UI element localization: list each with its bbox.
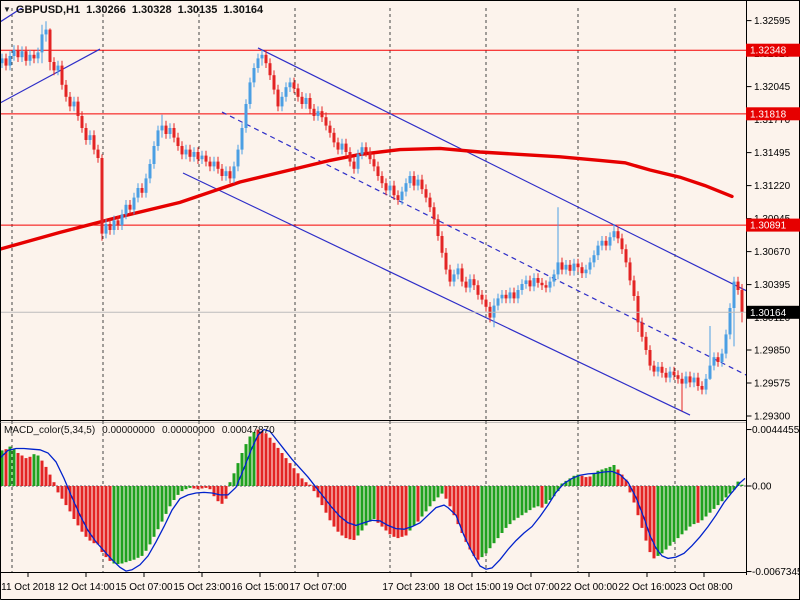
macd-axis[interactable]: 0.0044455 0.00 -0.0067345 bbox=[746, 425, 800, 578]
svg-text:1.32595: 1.32595 bbox=[754, 16, 791, 27]
ohlc-open: 1.30266 bbox=[86, 4, 126, 16]
resistance-price-badge bbox=[746, 107, 800, 121]
svg-text:1.30164: 1.30164 bbox=[750, 308, 787, 319]
svg-text:16 Oct 15:00: 16 Oct 15:00 bbox=[231, 582, 289, 593]
symbol-dropdown-icon: ▼ bbox=[3, 5, 11, 14]
macd-value-3: 0.00047870 bbox=[221, 425, 275, 436]
svg-text:1.30891: 1.30891 bbox=[750, 221, 787, 232]
svg-text:23 Oct 08:00: 23 Oct 08:00 bbox=[675, 582, 733, 593]
grid-layer bbox=[11, 8, 676, 572]
svg-text:1.29850: 1.29850 bbox=[754, 346, 791, 357]
svg-text:1.31770: 1.31770 bbox=[754, 115, 791, 126]
svg-text:1.31818: 1.31818 bbox=[750, 109, 787, 120]
moving-average-line bbox=[1, 146, 734, 251]
svg-text:17 Oct 23:00: 17 Oct 23:00 bbox=[382, 582, 440, 593]
resistance-price-badge bbox=[746, 43, 800, 57]
svg-text:1.30670: 1.30670 bbox=[754, 247, 791, 258]
svg-text:1.29300: 1.29300 bbox=[754, 412, 791, 423]
candles-layer bbox=[1, 21, 744, 412]
chart-symbol-label: GBPUSD,H1 bbox=[15, 4, 81, 16]
svg-text:11 Oct 2018: 11 Oct 2018 bbox=[1, 582, 55, 593]
svg-text:18 Oct 15:00: 18 Oct 15:00 bbox=[443, 582, 501, 593]
svg-text:22 Oct 00:00: 22 Oct 00:00 bbox=[560, 582, 618, 593]
macd-indicator-label: MACD_color(5,34,5) 0.00000000 0.00000000… bbox=[4, 425, 275, 436]
ohlc-low: 1.30135 bbox=[177, 4, 218, 16]
resistance-price-badge bbox=[746, 218, 800, 232]
price-axis[interactable]: 1.325951.323201.320451.317701.314951.312… bbox=[746, 16, 800, 423]
svg-text:1.32348: 1.32348 bbox=[750, 46, 787, 57]
svg-text:12 Oct 14:00: 12 Oct 14:00 bbox=[57, 582, 115, 593]
current-price-badge bbox=[746, 305, 800, 319]
svg-text:0.0044455: 0.0044455 bbox=[752, 425, 800, 436]
macd-value-1: 0.00000000 bbox=[102, 425, 155, 436]
svg-text:1.31495: 1.31495 bbox=[754, 148, 791, 159]
macd-signal-line bbox=[1, 428, 746, 572]
svg-text:15 Oct 07:00: 15 Oct 07:00 bbox=[115, 582, 173, 593]
ohlc-close: 1.30164 bbox=[223, 4, 264, 16]
svg-text:0.00: 0.00 bbox=[752, 482, 772, 493]
svg-text:19 Oct 07:00: 19 Oct 07:00 bbox=[502, 582, 560, 593]
resistance-lines bbox=[1, 49, 746, 226]
time-axis[interactable]: 11 Oct 2018 12 Oct 14:00 15 Oct 07:00 15 Oc… bbox=[1, 573, 733, 593]
trend-channel-lines bbox=[1, 8, 746, 416]
macd-value-2: 0.00000000 bbox=[162, 425, 215, 436]
ohlc-high: 1.30328 bbox=[131, 4, 172, 16]
svg-text:15 Oct 23:00: 15 Oct 23:00 bbox=[173, 582, 231, 593]
svg-text:17 Oct 07:00: 17 Oct 07:00 bbox=[289, 582, 347, 593]
svg-text:1.31220: 1.31220 bbox=[754, 181, 791, 192]
chart-ohlc-info: ▼ GBPUSD,H1 1.30266 1.30328 1.30135 1.30… bbox=[3, 4, 263, 16]
svg-text:1.29575: 1.29575 bbox=[754, 379, 791, 390]
macd-name: MACD_color(5,34,5) bbox=[4, 425, 96, 436]
svg-text:1.32045: 1.32045 bbox=[754, 82, 791, 93]
svg-text:-0.0067345: -0.0067345 bbox=[752, 567, 800, 578]
svg-text:1.30395: 1.30395 bbox=[754, 280, 791, 291]
svg-text:22 Oct 16:00: 22 Oct 16:00 bbox=[618, 582, 676, 593]
